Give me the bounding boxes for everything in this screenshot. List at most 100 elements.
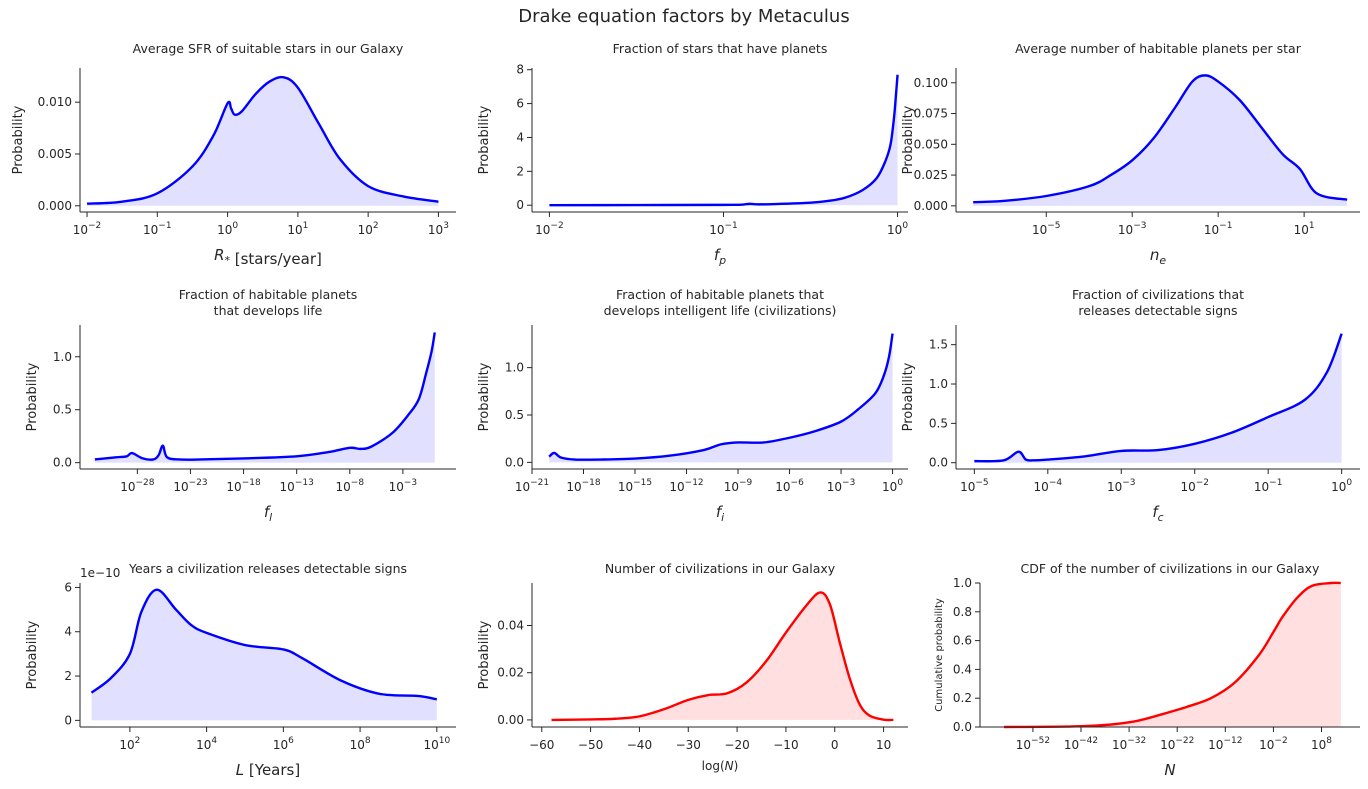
x-tick-label: 100 <box>887 221 908 237</box>
y-tick-label: 0.000 <box>914 199 948 213</box>
x-tick-label: 10−4 <box>1034 478 1063 494</box>
subplot-title: Fraction of stars that have planets <box>613 41 828 56</box>
x-axis-label: N <box>1164 761 1175 779</box>
x-tick-label: 10−12 <box>1208 736 1242 752</box>
y-tick-label: 0.5 <box>929 416 948 430</box>
x-axis-label: fi <box>716 503 724 524</box>
x-tick-label: −50 <box>578 738 603 752</box>
x-tick-label: 10−2 <box>73 221 102 237</box>
x-tick-label: 10−2 <box>1180 478 1209 494</box>
x-tick-label: 10−15 <box>618 478 652 494</box>
x-tick-label: 10−42 <box>1064 736 1098 752</box>
y-tick-label: 1.5 <box>929 338 948 352</box>
subplot: 10−52 10−42 10−32 10−22 10−12 10−2 108 0.0 0.2 0.… <box>934 561 1360 779</box>
x-tick-label: 10−2 <box>535 221 564 237</box>
x-tick-label: −40 <box>627 738 652 752</box>
y-axis-label: Probability <box>25 620 40 689</box>
y-tick-label: 0.02 <box>497 666 524 680</box>
x-tick-label: 10−28 <box>120 478 155 494</box>
x-tick-label: 10−3 <box>389 478 418 494</box>
y-tick-label: 0.000 <box>38 199 72 213</box>
y-axis-label: Probability <box>901 362 916 431</box>
density-fill-area <box>91 589 437 721</box>
x-tick-label: 10−22 <box>1160 736 1194 752</box>
y-tick-label: 0.4 <box>953 662 972 676</box>
y-axis-label: Probability <box>477 105 492 174</box>
x-tick-label: 10−21 <box>515 478 549 494</box>
subplot-title: develops intelligent life (civilizations… <box>604 303 837 318</box>
y-tick-label: 0.025 <box>914 168 948 182</box>
subplot-title: Number of civilizations in our Galaxy <box>605 561 836 576</box>
subplot-title: Fraction of habitable planets that <box>616 287 824 302</box>
y-tick-label: 6 <box>516 97 524 111</box>
x-tick-label: 1010 <box>423 736 450 752</box>
subplot-title: releases detectable signs <box>1078 303 1237 318</box>
density-fill-area <box>1004 582 1341 727</box>
density-fill-area <box>974 333 1342 463</box>
x-tick-label: 10−1 <box>1204 221 1233 237</box>
x-tick-label: 10−1 <box>143 221 172 237</box>
x-axis-label: R* [stars/year] <box>214 246 322 268</box>
x-tick-label: 108 <box>1311 736 1332 752</box>
y-axis-label: Probability <box>477 362 492 431</box>
y-tick-label: 1.0 <box>505 361 524 375</box>
subplot: 10−5 10−4 10−3 10−2 10−1 100 0.0 0.5 1.0 1.5 Fract… <box>901 287 1360 524</box>
x-tick-label: 10−1 <box>1254 478 1283 494</box>
x-tick-label: 10−1 <box>709 221 738 237</box>
x-tick-label: 10 <box>876 738 891 752</box>
density-fill-area <box>973 75 1348 206</box>
x-tick-label: 10−12 <box>669 478 703 494</box>
x-tick-label: 10−32 <box>1112 736 1146 752</box>
x-tick-label: 102 <box>119 736 140 752</box>
x-tick-label: 10−18 <box>226 478 261 494</box>
x-tick-label: −60 <box>529 738 554 752</box>
y-tick-label: 0.04 <box>497 618 524 632</box>
y-tick-label: 0.2 <box>953 691 972 705</box>
y-tick-label: 0 <box>64 713 72 727</box>
y-offset-label: 1e−10 <box>80 566 120 580</box>
x-tick-label: 103 <box>428 221 449 237</box>
density-line <box>549 74 899 207</box>
x-tick-label: 0 <box>831 738 839 752</box>
subplot-title: Fraction of civilizations that <box>1072 287 1244 302</box>
x-axis-label: log(N) <box>702 759 739 773</box>
subplot-title: that develops life <box>214 303 323 318</box>
subplot: 102 104 106 108 1010 0 2 4 6 1e−10 Years a civiliz… <box>25 561 456 779</box>
subplot: 10−2 10−1 100 0 2 4 6 8 Fraction of stars that h… <box>477 41 908 267</box>
subplot-title: Average number of habitable planets per … <box>1015 41 1302 56</box>
density-fill-area <box>87 77 439 206</box>
density-line <box>90 588 438 701</box>
x-tick-label: 104 <box>196 736 217 752</box>
x-tick-label: 10−5 <box>960 478 989 494</box>
y-tick-label: 2 <box>64 669 72 683</box>
subplot-title: Fraction of habitable planets <box>179 287 358 302</box>
x-tick-label: 10−18 <box>566 478 601 494</box>
x-axis-label: L [Years] <box>236 761 300 779</box>
x-tick-label: 10−2 <box>1259 736 1288 752</box>
y-axis-label: Cumulative probability <box>934 598 945 712</box>
x-tick-label: 10−9 <box>724 478 753 494</box>
y-tick-label: 0.00 <box>497 713 524 727</box>
x-tick-label: −10 <box>773 738 798 752</box>
y-tick-label: 1.0 <box>929 377 948 391</box>
x-tick-label: 10−3 <box>827 478 856 494</box>
x-tick-label: 10−5 <box>1032 221 1061 237</box>
density-line <box>94 332 436 461</box>
y-tick-label: 2 <box>516 164 524 178</box>
y-tick-label: 8 <box>516 63 524 77</box>
x-tick-label: 10−3 <box>1107 478 1136 494</box>
y-tick-label: 0.0 <box>53 456 72 470</box>
x-tick-label: 100 <box>882 478 903 494</box>
x-tick-label: 101 <box>287 221 308 237</box>
y-axis-label: Probability <box>901 105 916 174</box>
subplot: 10−5 10−3 10−1 101 0.000 0.025 0.050 0.075 0.100… <box>901 41 1360 267</box>
x-axis-label: fl <box>264 503 272 524</box>
subplot: −60 −50 −40 −30 −20 −10 0 10 0.00 0.02 0.04 Number … <box>477 561 908 773</box>
y-tick-label: 0.8 <box>953 605 972 619</box>
y-tick-label: 0.0 <box>953 720 972 734</box>
y-tick-label: 0.6 <box>953 634 972 648</box>
y-tick-label: 1.0 <box>53 350 72 364</box>
density-fill-area <box>549 333 893 463</box>
x-tick-label: 10−23 <box>173 478 207 494</box>
